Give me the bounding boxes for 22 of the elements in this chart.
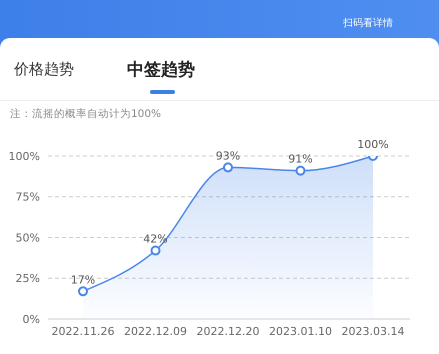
data-label: 93% — [216, 149, 240, 162]
point — [223, 162, 233, 172]
data-label: 17% — [70, 273, 96, 286]
chart-title: 中签趋势 — [127, 59, 195, 81]
y-tick-label: 25% — [16, 272, 40, 286]
x-tick-label: 2022.12.20 — [196, 324, 260, 338]
y-tick-label: 50% — [16, 231, 40, 244]
y-tick-label: 100% — [8, 150, 40, 163]
data-label: 100% — [357, 138, 389, 151]
y-tick-label: 75% — [16, 190, 40, 204]
point — [78, 286, 88, 296]
x-tick-label: 2023.01.10 — [269, 324, 332, 338]
x-tick-label: 2022.12.09 — [124, 324, 187, 338]
x-tick-label: 2023.03.14 — [342, 324, 404, 338]
data-label: 91% — [288, 152, 313, 166]
text: 注：流摇的概率自动计为100% — [10, 107, 162, 121]
point — [296, 166, 306, 176]
y-tick-label: 0% — [22, 312, 40, 326]
text: 扫码看详情 — [343, 16, 393, 30]
x-tick-label: 2022.11.26 — [52, 324, 114, 338]
chart-subtitle: 价格趋势 — [14, 60, 74, 79]
point — [150, 246, 160, 256]
